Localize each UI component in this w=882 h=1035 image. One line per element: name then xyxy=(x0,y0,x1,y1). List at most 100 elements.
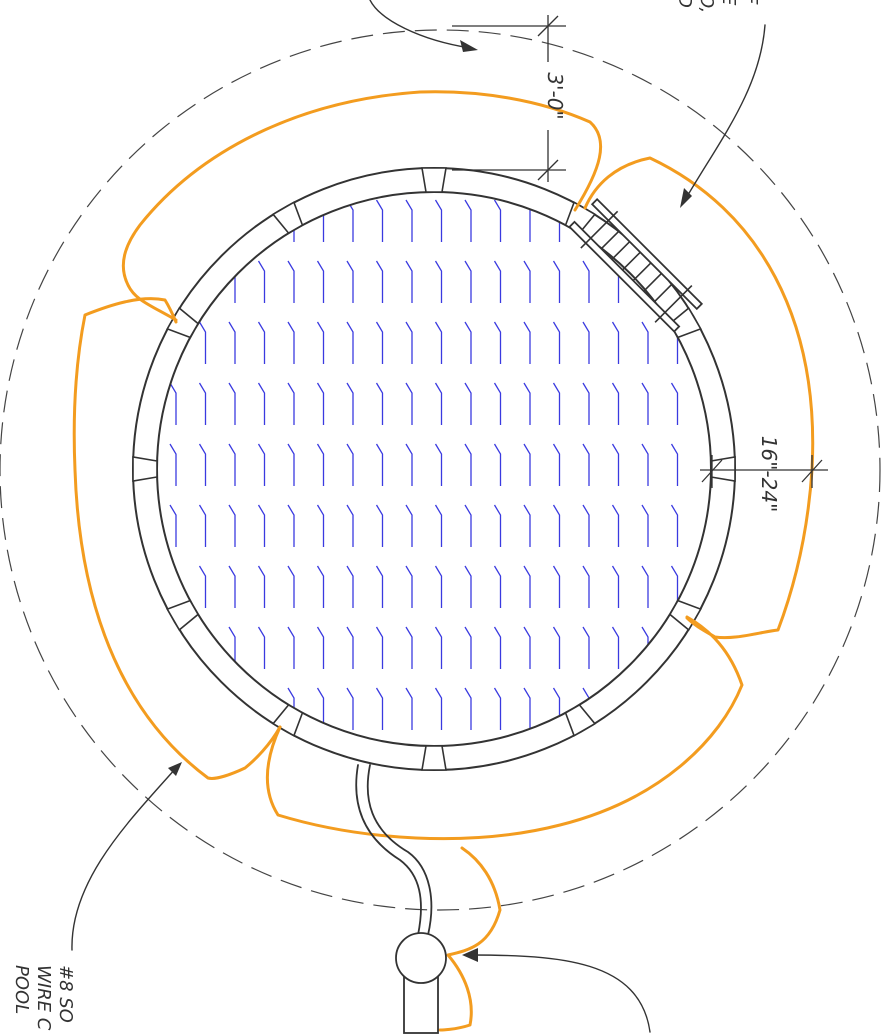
ladder-rail-left xyxy=(590,197,704,311)
water-hatch-mark xyxy=(523,260,531,303)
water-hatch-mark xyxy=(670,504,679,547)
water-hatch-mark xyxy=(493,687,502,730)
pump-hose-outer xyxy=(355,764,422,936)
leader-top-right xyxy=(684,24,766,201)
water-hatch-mark xyxy=(464,382,472,425)
water-hatch-mark xyxy=(257,504,266,547)
water-hatch-mark xyxy=(316,199,325,242)
water-hatch-mark xyxy=(228,382,236,425)
ladder-step xyxy=(580,210,619,249)
depth-dimension xyxy=(700,455,828,488)
water-hatch-mark xyxy=(670,565,679,608)
water-hatch-mark xyxy=(316,504,325,547)
water-hatch-mark xyxy=(611,443,620,486)
top-note-line-4: D xyxy=(674,0,695,8)
leader-top-right-arrowhead xyxy=(680,188,692,208)
water-hatch-mark xyxy=(523,565,531,608)
ladder-rail-right xyxy=(568,220,681,333)
water-hatch-mark xyxy=(464,321,472,364)
top-note-line-2: E xyxy=(718,0,739,6)
ladder-step xyxy=(654,284,693,323)
water-hatch-mark xyxy=(552,260,561,303)
water-hatch-mark xyxy=(316,382,325,425)
water-hatch-mark xyxy=(316,443,325,486)
water-hatch-mark xyxy=(346,382,354,425)
clearance-tick-top xyxy=(537,15,559,37)
water-hatch-mark xyxy=(346,443,354,486)
water-hatch-mark xyxy=(198,443,207,486)
water-hatch-mark xyxy=(375,626,384,669)
water-hatch-mark xyxy=(405,260,413,303)
ladder-step xyxy=(611,241,631,260)
note-line-1: #8 SO xyxy=(55,965,76,1023)
water-hatch-mark xyxy=(316,260,325,303)
leaders xyxy=(71,0,766,1033)
water-hatch-mark xyxy=(493,260,502,303)
water-hatch-mark xyxy=(405,687,413,730)
note-line-2: WIRE C xyxy=(33,965,54,1031)
water-hatch-mark xyxy=(405,504,413,547)
water-hatch-mark xyxy=(405,565,413,608)
clearance-dimension xyxy=(452,15,566,182)
water-hatch-mark xyxy=(464,504,472,547)
water-hatch-mark xyxy=(287,443,295,486)
water-hatch-mark xyxy=(316,565,325,608)
perimeter-dashed-circle xyxy=(0,29,881,911)
water-hatch-mark xyxy=(493,443,502,486)
water-hatch-mark xyxy=(375,687,384,730)
water-hatch-mark xyxy=(375,260,384,303)
water-hatch-mark xyxy=(198,565,207,608)
water-hatch-mark xyxy=(582,321,590,364)
water-hatch-mark xyxy=(464,443,472,486)
water-hatch-mark xyxy=(464,199,472,242)
clearance-tick-bottom xyxy=(537,159,559,181)
bonding-wire-lower-right xyxy=(265,615,744,841)
water-hatch-mark xyxy=(434,199,443,242)
water-hatch-mark xyxy=(582,565,590,608)
water-hatch-mark xyxy=(316,321,325,364)
bonding-wire xyxy=(72,90,815,1032)
depth-tick-left xyxy=(701,459,723,483)
water-hatch-mark xyxy=(169,443,177,486)
water-hatch-mark xyxy=(375,199,384,242)
water-hatch-mark xyxy=(316,687,325,730)
water-hatch xyxy=(169,199,679,730)
water-hatch-mark xyxy=(464,687,472,730)
water-hatch-mark xyxy=(198,321,207,364)
water-hatch-mark xyxy=(434,504,443,547)
water-hatch-mark xyxy=(552,565,561,608)
water-hatch-mark xyxy=(611,626,620,669)
water-hatch-mark xyxy=(346,321,354,364)
pool-upright xyxy=(166,306,200,339)
water-hatch-mark xyxy=(434,382,443,425)
bonding-wire-left xyxy=(72,297,282,780)
pool-upright xyxy=(421,745,447,771)
leader-top-left-arrowhead xyxy=(460,40,478,52)
pool-upright xyxy=(166,599,200,632)
water-hatch-mark xyxy=(405,321,413,364)
water-hatch-mark xyxy=(287,260,295,303)
pool-upright xyxy=(710,456,736,482)
water-hatch-mark xyxy=(641,565,649,608)
water-hatch-mark xyxy=(346,260,354,303)
water-hatch-mark xyxy=(257,382,266,425)
water-hatch-mark xyxy=(552,687,561,730)
depth-dimension-label: 16"-24" xyxy=(757,436,781,513)
water-hatch-mark xyxy=(405,626,413,669)
water-hatch-mark xyxy=(375,382,384,425)
water-hatch-mark xyxy=(493,565,502,608)
water-hatch-mark xyxy=(641,504,649,547)
water-hatch-mark xyxy=(287,504,295,547)
water-hatch-mark xyxy=(582,260,590,303)
water-hatch-mark xyxy=(257,565,266,608)
water-hatch-mark xyxy=(523,321,531,364)
pool-upright xyxy=(564,703,597,737)
water-hatch-mark xyxy=(257,443,266,486)
water-hatch-mark xyxy=(493,382,502,425)
water-hatch-mark xyxy=(523,382,531,425)
water-hatch-mark xyxy=(552,626,561,669)
water-hatch-mark xyxy=(464,565,472,608)
bonding-wire-note: #8 SO WIRE C POOL xyxy=(11,965,76,1031)
water-hatch-mark xyxy=(611,382,620,425)
water-hatch-mark xyxy=(405,382,413,425)
